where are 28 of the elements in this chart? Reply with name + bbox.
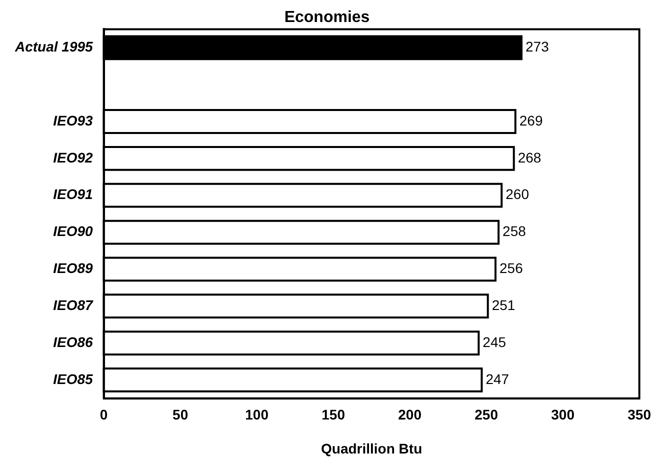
y-tick-label: IEO89 bbox=[53, 260, 94, 276]
chart-title: Economies bbox=[284, 9, 370, 26]
x-axis-title: Quadrillion Btu bbox=[321, 440, 422, 456]
y-tick-label: IEO93 bbox=[53, 112, 94, 128]
data-label: 247 bbox=[486, 370, 510, 387]
y-tick-label: IEO91 bbox=[53, 186, 94, 202]
data-label: 268 bbox=[518, 149, 542, 166]
data-label: 256 bbox=[500, 260, 524, 276]
data-label: 258 bbox=[502, 223, 526, 240]
x-tick-label: 150 bbox=[322, 406, 346, 423]
y-tick-label: IEO85 bbox=[53, 370, 94, 387]
data-label: 245 bbox=[482, 334, 506, 350]
data-label: 269 bbox=[519, 112, 543, 128]
x-tick-label: 100 bbox=[245, 406, 269, 423]
data-label: 251 bbox=[492, 296, 516, 313]
y-tick-label: IEO90 bbox=[53, 223, 94, 240]
x-tick-label: 200 bbox=[398, 406, 422, 423]
data-label: 273 bbox=[526, 38, 550, 55]
x-tick-label: 50 bbox=[172, 406, 188, 423]
data-label: 260 bbox=[506, 186, 530, 202]
y-tick-label: IEO87 bbox=[53, 296, 94, 313]
x-tick-label: 300 bbox=[551, 406, 575, 423]
x-tick-label: 0 bbox=[100, 406, 108, 423]
y-tick-label: Actual 1995 bbox=[14, 38, 94, 55]
x-tick-label: 350 bbox=[628, 406, 652, 423]
y-tick-label: IEO92 bbox=[53, 149, 94, 166]
y-tick-label: IEO86 bbox=[53, 334, 94, 350]
x-tick-label: 250 bbox=[474, 406, 498, 423]
